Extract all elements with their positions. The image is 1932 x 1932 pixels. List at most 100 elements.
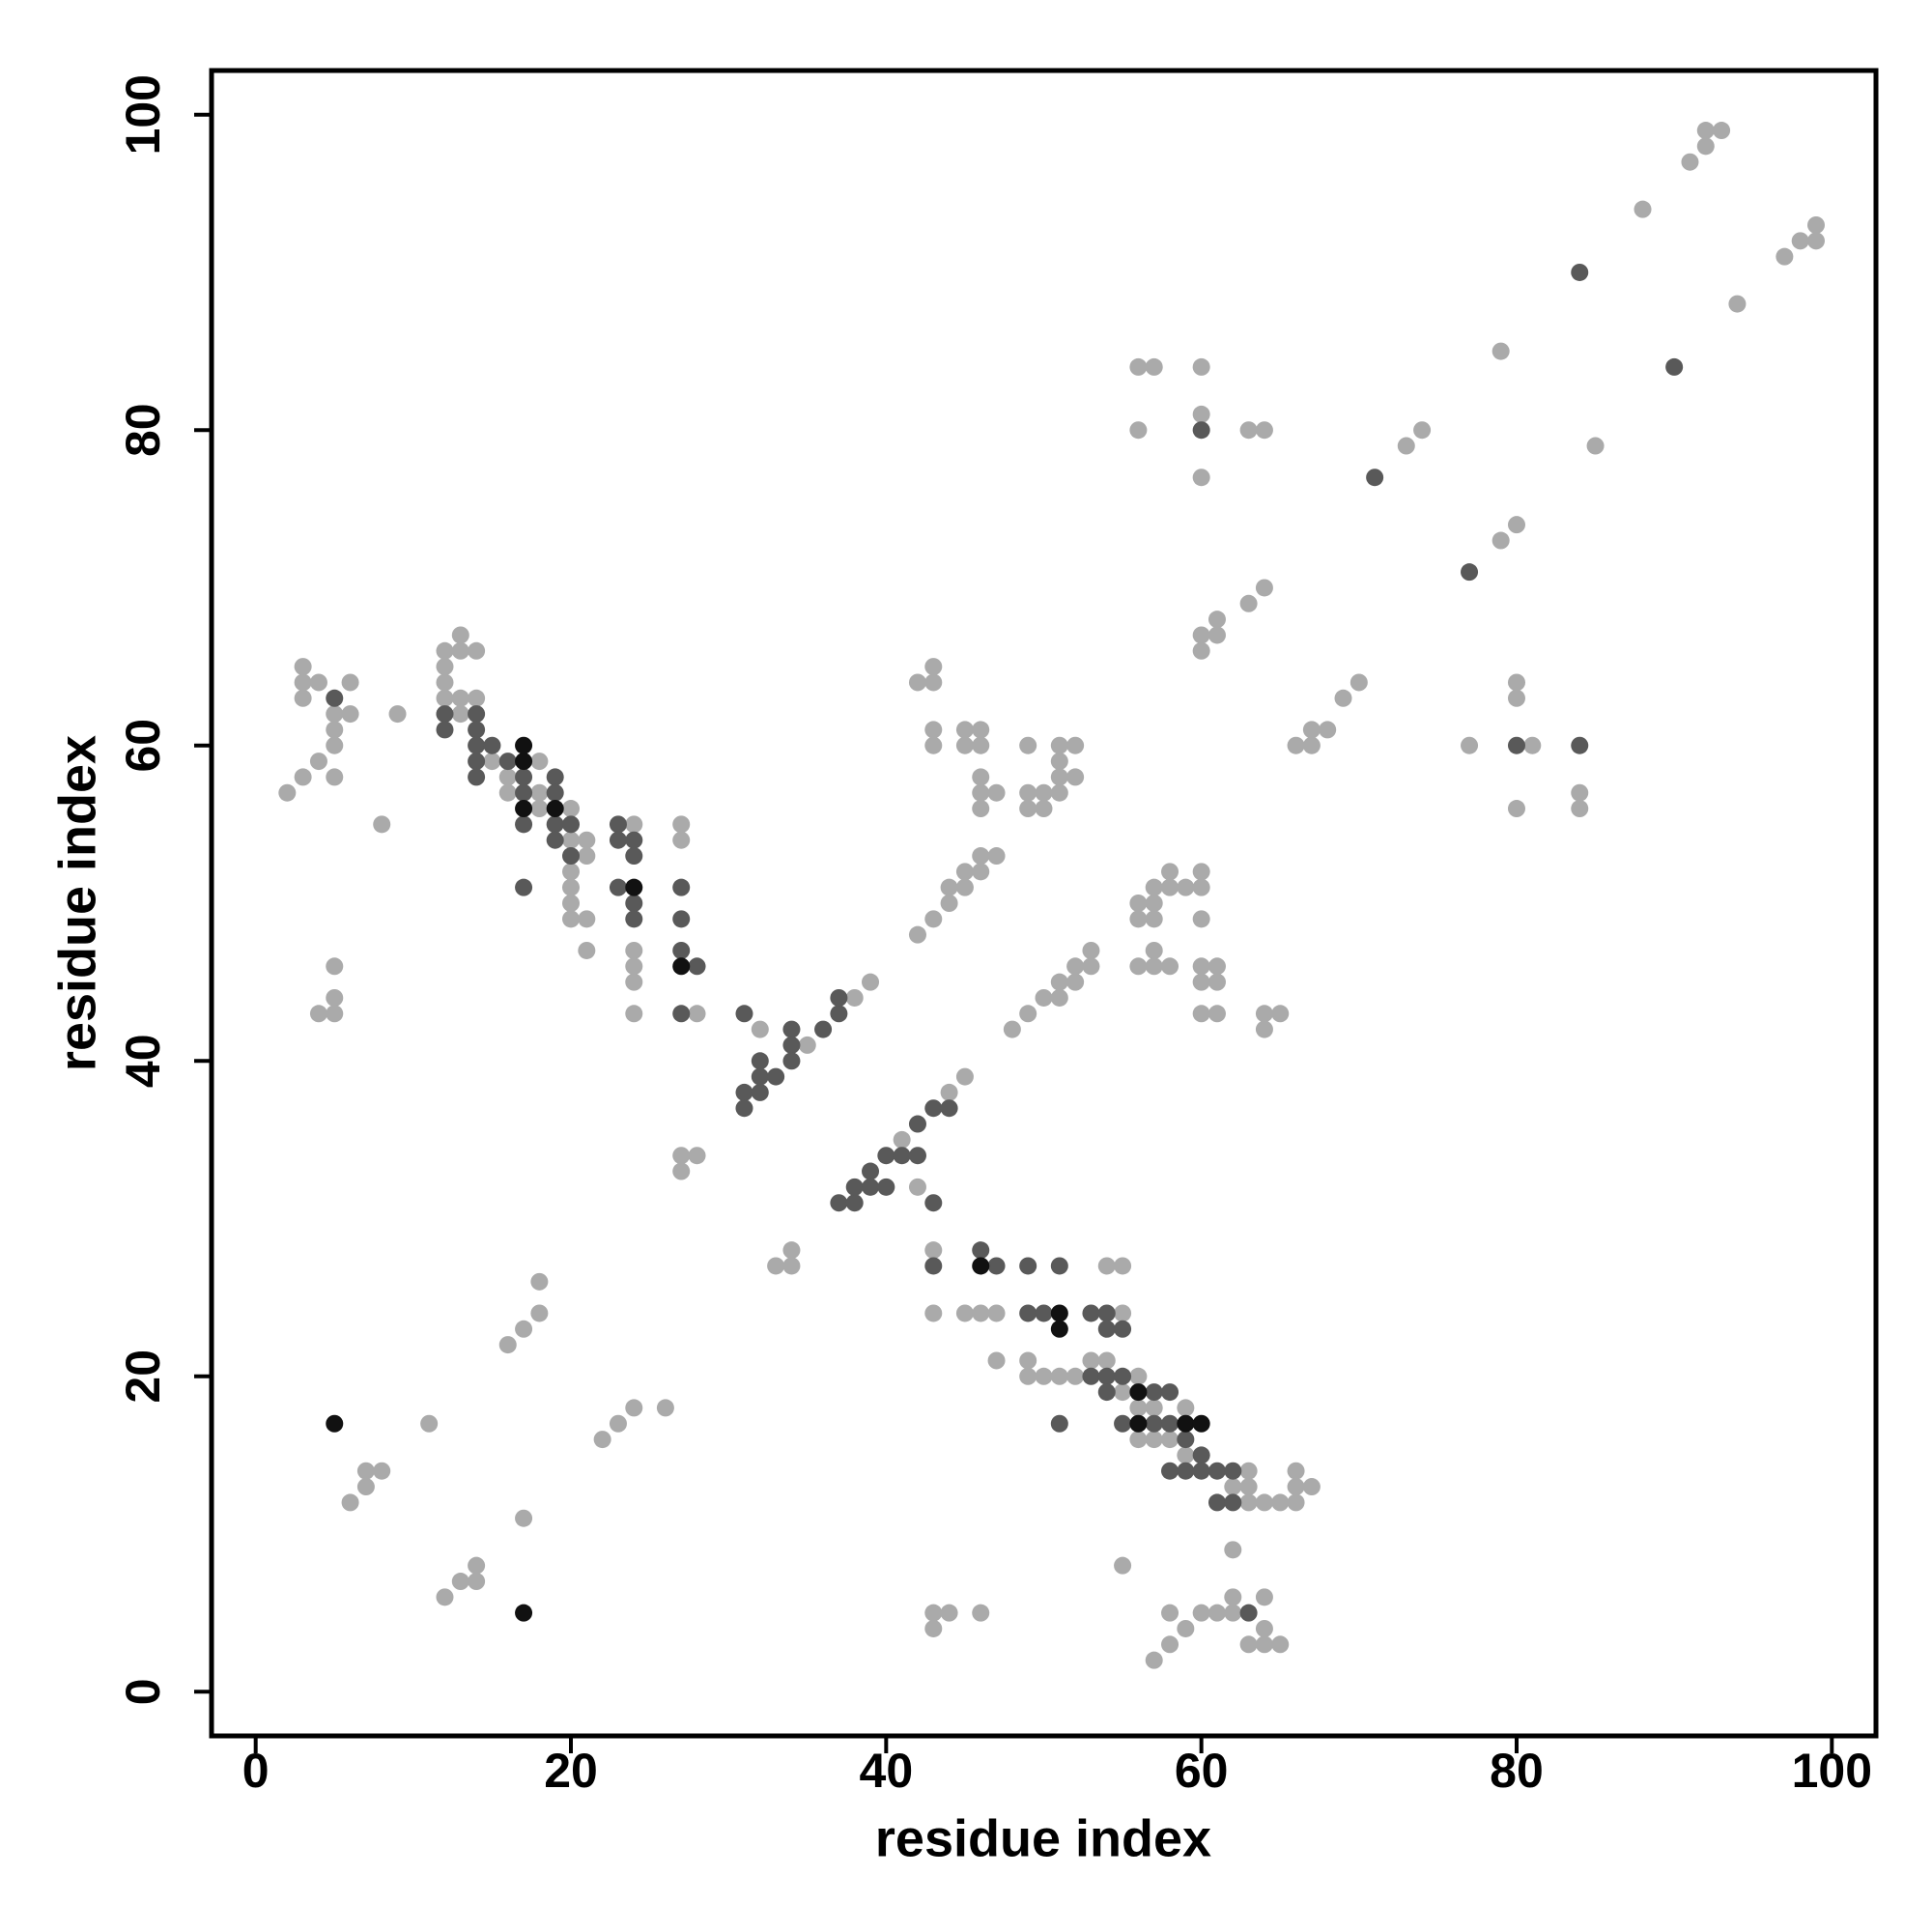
point — [562, 863, 581, 881]
x-tick-label: 20 — [544, 1744, 598, 1798]
point — [1791, 232, 1809, 250]
point — [483, 736, 501, 754]
point — [987, 847, 1006, 866]
point — [309, 673, 327, 692]
point — [1161, 957, 1179, 976]
point — [1208, 973, 1226, 991]
point — [562, 815, 581, 834]
point — [1239, 1493, 1258, 1512]
point — [1050, 1367, 1068, 1385]
point — [1177, 1462, 1195, 1480]
point — [1255, 1493, 1273, 1512]
point — [862, 1162, 880, 1180]
point — [955, 736, 974, 754]
point — [625, 910, 643, 928]
point — [672, 957, 691, 976]
point — [751, 1083, 769, 1101]
point — [1806, 232, 1825, 250]
point — [1145, 1414, 1163, 1433]
point — [972, 1241, 990, 1260]
point — [515, 768, 533, 786]
point — [1145, 1431, 1163, 1449]
point — [562, 831, 581, 849]
point — [436, 641, 454, 660]
point — [515, 753, 533, 771]
point — [625, 1005, 643, 1023]
point — [546, 800, 564, 818]
point — [1192, 957, 1210, 976]
point — [1129, 1399, 1148, 1417]
point — [1097, 1304, 1116, 1322]
point — [1224, 1493, 1242, 1512]
point — [924, 721, 943, 739]
point — [546, 831, 564, 849]
point — [893, 1130, 911, 1149]
point — [1192, 626, 1210, 644]
point — [908, 1178, 926, 1196]
point — [1019, 1304, 1037, 1322]
point — [1271, 1635, 1290, 1654]
point — [546, 768, 564, 786]
point — [1145, 941, 1163, 959]
point — [1192, 1005, 1210, 1023]
point — [436, 658, 454, 676]
point — [530, 800, 549, 818]
point — [1019, 1005, 1037, 1023]
point — [294, 673, 312, 692]
point — [798, 1036, 816, 1054]
point — [1239, 1604, 1258, 1622]
point — [1050, 783, 1068, 802]
point — [1177, 1414, 1195, 1433]
point — [972, 768, 990, 786]
point — [1224, 1588, 1242, 1606]
point — [1523, 736, 1542, 754]
point — [972, 1257, 990, 1275]
point — [972, 800, 990, 818]
point — [1082, 1304, 1100, 1322]
point — [782, 1257, 801, 1275]
point — [751, 1067, 769, 1086]
point — [1050, 736, 1068, 754]
point — [326, 689, 344, 707]
point — [955, 1304, 974, 1322]
point — [972, 783, 990, 802]
x-tick-label: 0 — [242, 1744, 270, 1798]
point — [862, 1178, 880, 1196]
point — [1161, 1383, 1179, 1402]
point — [436, 673, 454, 692]
point — [877, 1147, 895, 1165]
point — [1507, 673, 1525, 692]
point — [515, 736, 533, 754]
point — [609, 1414, 627, 1433]
point — [468, 768, 486, 786]
point — [1271, 1005, 1290, 1023]
point — [498, 753, 517, 771]
point — [1019, 783, 1037, 802]
point — [940, 1604, 958, 1622]
point — [1302, 736, 1321, 754]
point — [1145, 895, 1163, 912]
point — [1713, 122, 1731, 140]
point — [924, 1304, 943, 1322]
point — [326, 768, 344, 786]
point — [782, 1241, 801, 1260]
point — [1066, 736, 1085, 754]
point — [1129, 1414, 1148, 1433]
point — [1255, 421, 1273, 440]
point — [1035, 988, 1053, 1007]
point — [326, 721, 344, 739]
point — [468, 689, 486, 707]
point — [940, 895, 958, 912]
point — [1208, 957, 1226, 976]
point — [1571, 736, 1589, 754]
point — [562, 878, 581, 896]
point — [1019, 1257, 1037, 1275]
point — [436, 1588, 454, 1606]
point — [326, 988, 344, 1007]
point — [451, 641, 469, 660]
point — [309, 753, 327, 771]
point — [924, 910, 943, 928]
x-axis-label: residue index — [875, 1809, 1211, 1867]
point — [1129, 957, 1148, 976]
